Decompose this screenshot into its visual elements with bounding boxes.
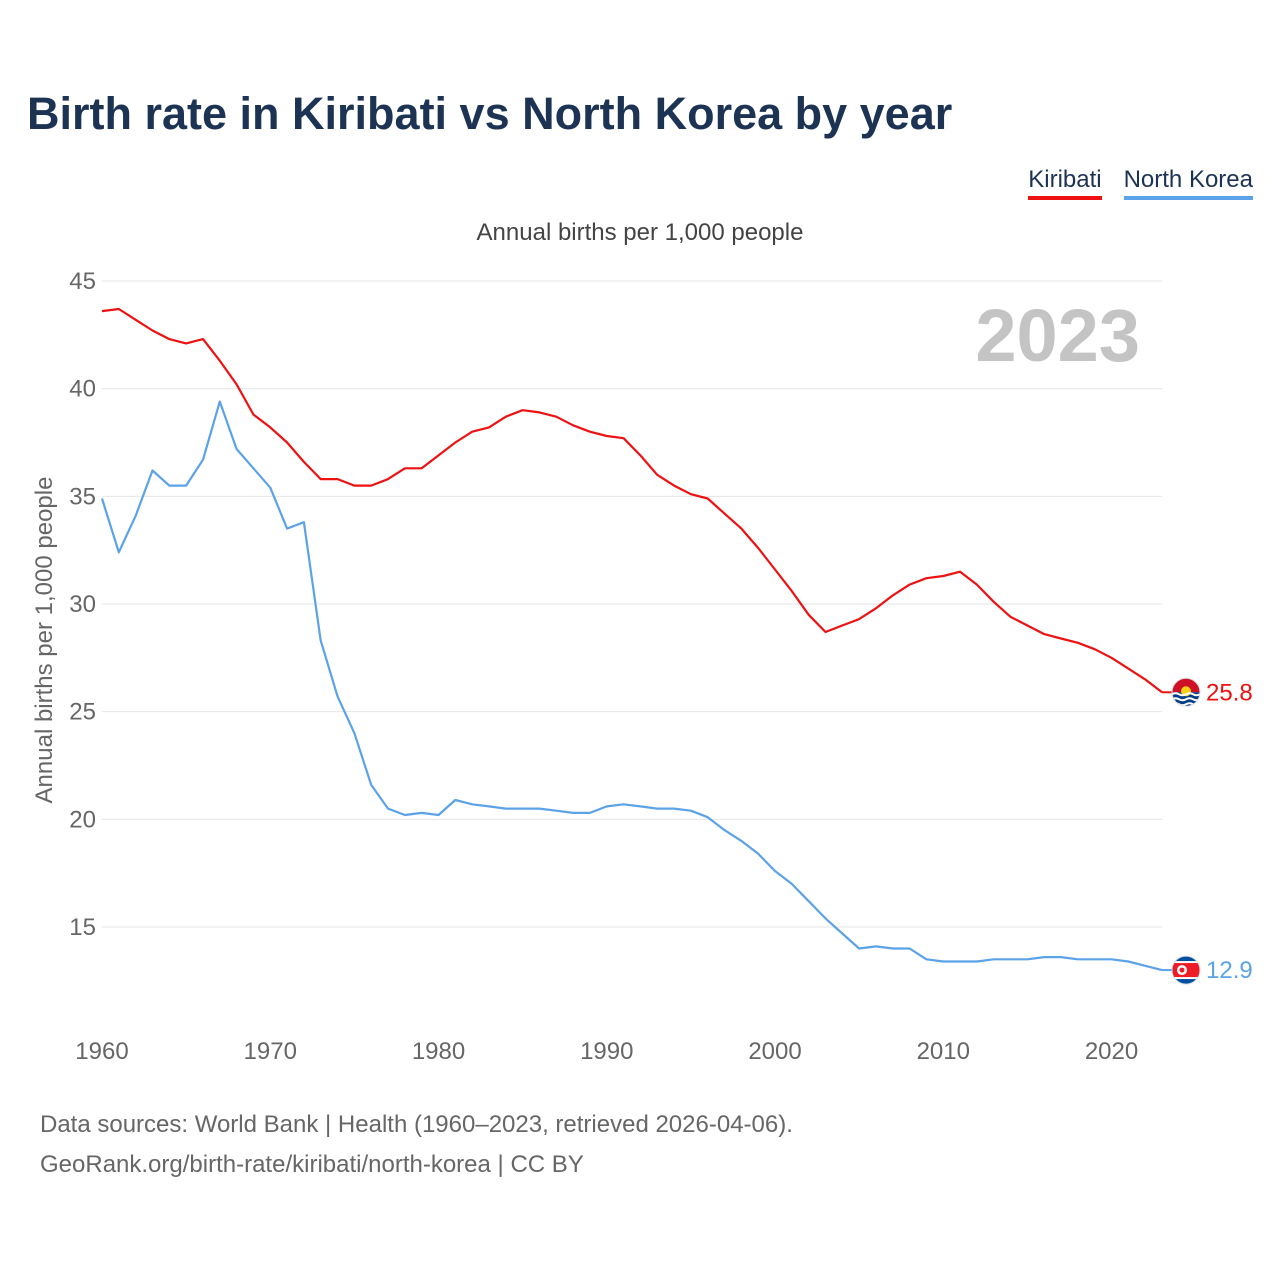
legend-item-north-korea[interactable]: North Korea: [1123, 166, 1253, 200]
flag-icon-kiribati: [1162, 677, 1201, 707]
x-tick-label: 1960: [75, 1038, 128, 1065]
x-tick-label: 1970: [244, 1038, 297, 1065]
x-tick-label: 2000: [748, 1038, 801, 1065]
x-tick-label: 2010: [917, 1038, 970, 1065]
year-watermark: 2023: [975, 294, 1140, 377]
y-tick-label: 20: [69, 806, 96, 833]
y-tick-label: 30: [69, 591, 96, 618]
series-line-kiribati: [101, 307, 1163, 694]
x-tick-label: 1990: [580, 1038, 633, 1065]
legend: Kiribati North Korea: [1028, 166, 1253, 200]
y-tick-label: 40: [69, 376, 96, 403]
gridlines: [102, 280, 1162, 928]
end-value-label-north-korea: 12.9: [1206, 957, 1253, 984]
y-tick-label: 15: [69, 914, 96, 941]
line-chart: Annual births per 1,000 people Annual bi…: [31, 219, 1253, 1065]
end-value-label-kiribati: 25.8: [1206, 679, 1253, 706]
y-tick-label: 35: [69, 483, 96, 510]
source-note: Data sources: World Bank | Health (1960–…: [40, 1105, 793, 1185]
series-lines: [100, 307, 1163, 972]
x-axis-ticks: 1960 1970 1980 1990 2000 2010 2020: [75, 1038, 1138, 1065]
series-end-labels: 25.8 12.9: [1162, 677, 1253, 985]
series-line-north-korea: [100, 400, 1163, 972]
source-line-2[interactable]: GeoRank.org/birth-rate/kiribati/north-ko…: [40, 1151, 584, 1178]
y-axis-label: Annual births per 1,000 people: [31, 477, 58, 804]
x-tick-label: 1980: [412, 1038, 465, 1065]
y-tick-label: 25: [69, 699, 96, 726]
legend-item-kiribati[interactable]: Kiribati: [1028, 166, 1102, 200]
x-tick-label: 2020: [1085, 1038, 1138, 1065]
y-axis-ticks: 15 20 25 30 35 40 45: [69, 268, 96, 941]
flag-icon-north-korea: [1162, 955, 1201, 985]
chart-subtitle: Annual births per 1,000 people: [477, 219, 804, 246]
y-tick-label: 45: [69, 268, 96, 295]
chart-title: Birth rate in Kiribati vs North Korea by…: [27, 88, 953, 139]
source-line-1: Data sources: World Bank | Health (1960–…: [40, 1111, 793, 1138]
